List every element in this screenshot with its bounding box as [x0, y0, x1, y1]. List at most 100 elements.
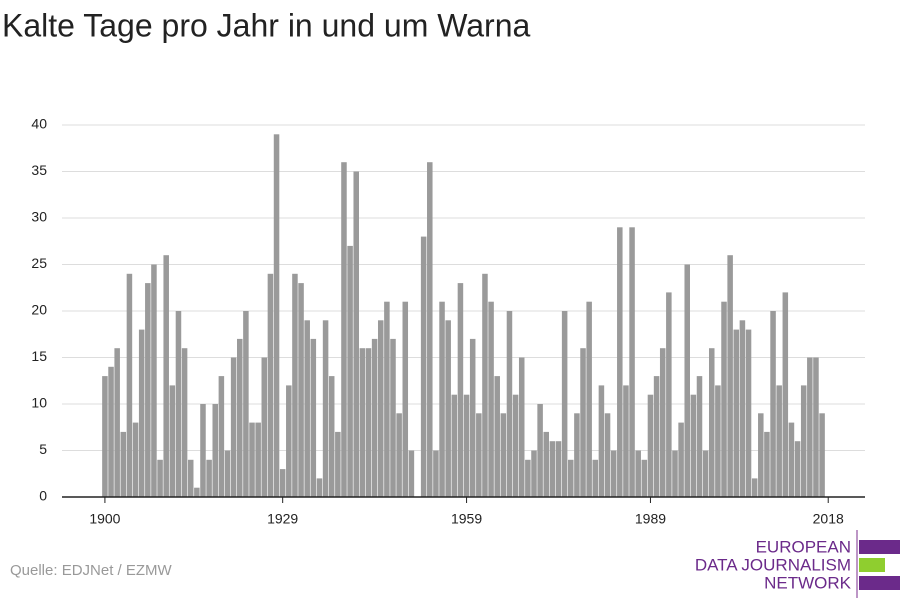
bar	[733, 329, 740, 497]
bar	[555, 441, 562, 497]
bar	[157, 459, 163, 497]
y-tick-label: 40	[31, 116, 47, 132]
bar	[708, 348, 715, 497]
bar	[341, 162, 347, 497]
bar	[659, 348, 666, 497]
bar	[512, 394, 519, 497]
logo-text: NETWORK	[764, 573, 852, 592]
bar	[377, 320, 384, 497]
bar	[298, 283, 304, 497]
bar	[794, 441, 801, 497]
bar	[574, 413, 580, 497]
bar	[249, 422, 255, 497]
bar	[243, 311, 249, 497]
bar	[580, 348, 586, 497]
bar	[451, 394, 458, 497]
bar	[396, 413, 402, 497]
bar	[194, 487, 200, 497]
bar	[114, 348, 120, 497]
bar	[531, 450, 537, 497]
bar	[457, 283, 464, 497]
y-tick-label: 0	[39, 488, 47, 504]
bar	[758, 413, 764, 497]
bar	[500, 413, 507, 497]
bar	[218, 376, 225, 497]
bar	[212, 404, 219, 497]
y-tick-label: 20	[31, 302, 47, 318]
bar	[353, 171, 359, 497]
bar	[506, 311, 513, 497]
bar	[807, 357, 813, 497]
bar	[494, 376, 500, 497]
bar	[402, 301, 409, 497]
bar	[328, 376, 335, 497]
x-tick-label: 1959	[451, 511, 482, 527]
bar	[684, 264, 690, 497]
x-tick-label: 1929	[267, 511, 298, 527]
bar	[420, 236, 427, 497]
bar	[678, 422, 684, 497]
bar	[598, 385, 605, 497]
bar	[200, 404, 206, 497]
bar	[390, 338, 396, 497]
bar	[635, 450, 641, 497]
bar	[721, 301, 727, 497]
bar	[371, 338, 378, 497]
bar	[322, 320, 329, 497]
bar	[518, 357, 525, 497]
bar	[138, 329, 145, 497]
logo-text: DATA JOURNALISM	[695, 555, 851, 574]
bar	[604, 413, 611, 497]
bar	[469, 338, 476, 497]
bar	[788, 422, 795, 497]
bar	[586, 301, 592, 497]
bar	[561, 311, 568, 497]
x-tick-label: 1900	[89, 511, 120, 527]
bar	[365, 348, 372, 497]
bar	[310, 338, 317, 497]
x-tick-label: 2018	[813, 511, 844, 527]
bar	[488, 301, 494, 497]
bar	[255, 422, 261, 497]
logo-text: EUROPEAN	[756, 537, 851, 556]
logo-bar	[859, 576, 900, 590]
bar	[543, 431, 550, 497]
bar	[347, 245, 353, 497]
bar	[304, 320, 310, 497]
bar	[439, 301, 445, 497]
y-tick-label: 35	[31, 162, 47, 178]
bar	[813, 357, 819, 497]
source: Quelle: EDJNet / EZMW	[10, 562, 173, 579]
bar	[261, 357, 268, 497]
chart-title: Kalte Tage pro Jahr in und um Warna	[2, 7, 531, 43]
bar	[102, 376, 108, 497]
logo-bar	[859, 558, 885, 572]
bar	[151, 264, 157, 497]
bar	[800, 385, 807, 497]
bar	[629, 227, 635, 498]
bar	[617, 227, 623, 498]
bar	[335, 431, 341, 497]
bar	[445, 320, 451, 497]
bar	[482, 273, 488, 497]
bar	[132, 422, 139, 497]
bar	[751, 478, 758, 497]
logo-bar	[859, 540, 900, 554]
bar	[224, 450, 231, 497]
bar	[653, 376, 660, 497]
bar	[286, 385, 292, 497]
bar	[647, 394, 654, 497]
bar	[267, 273, 274, 497]
bar	[770, 311, 776, 497]
bar	[776, 385, 782, 497]
bar	[641, 459, 648, 497]
bar	[206, 459, 212, 497]
bar	[169, 385, 176, 497]
bar	[702, 450, 709, 497]
y-tick-label: 25	[31, 255, 47, 271]
bar	[408, 450, 415, 497]
bar	[463, 394, 470, 497]
y-tick-label: 15	[31, 348, 47, 364]
